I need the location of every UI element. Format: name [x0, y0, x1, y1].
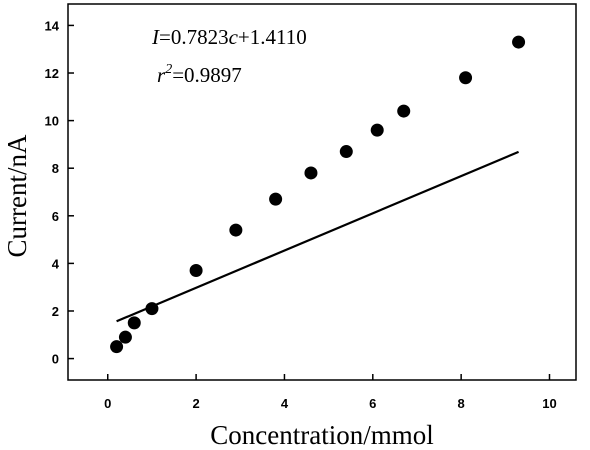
y-axis-ticks: 0 2 4 6 8 10 12 14 — [45, 18, 74, 367]
y-tick-label: 4 — [52, 256, 60, 271]
data-point — [269, 192, 283, 206]
r2-value: =0.9897 — [172, 63, 242, 87]
data-points — [110, 35, 526, 354]
x-axis-ticks: 0 2 4 6 8 10 — [104, 374, 557, 411]
x-tick-label: 0 — [104, 396, 111, 411]
y-tick-label: 12 — [45, 66, 59, 81]
x-tick-label: 10 — [542, 396, 556, 411]
data-point — [189, 264, 203, 278]
eq-mid: =0.7823 — [159, 25, 229, 49]
data-point — [304, 166, 318, 180]
data-point — [145, 302, 159, 316]
data-point — [110, 340, 124, 354]
y-tick-label: 0 — [52, 352, 59, 367]
x-tick-label: 2 — [192, 396, 199, 411]
data-point — [512, 35, 526, 49]
y-tick-label: 14 — [45, 18, 60, 33]
y-tick-label: 10 — [45, 114, 59, 129]
y-tick-label: 8 — [52, 161, 59, 176]
y-axis-title: Current/nA — [2, 134, 32, 257]
eq-var-i: I — [151, 25, 160, 49]
data-point — [459, 71, 473, 85]
r2-exp: 2 — [165, 62, 172, 77]
x-tick-label: 4 — [281, 396, 289, 411]
y-tick-label: 2 — [52, 304, 59, 319]
x-tick-label: 6 — [369, 396, 376, 411]
eq-tail: +1.4110 — [238, 25, 307, 49]
plot-frame — [67, 3, 577, 381]
x-tick-label: 8 — [458, 396, 465, 411]
x-axis-title: Concentration/mmol — [210, 420, 433, 450]
y-tick-label: 6 — [52, 209, 59, 224]
data-point — [339, 145, 353, 159]
data-point — [397, 104, 411, 118]
data-point — [370, 123, 384, 137]
data-point — [229, 223, 243, 237]
annotation-r-squared: r2=0.9897 — [157, 62, 242, 87]
data-point — [118, 330, 132, 344]
fit-line — [116, 150, 520, 323]
annotation-equation: I=0.7823c+1.4110 — [151, 25, 307, 49]
r2-var-r: r — [157, 63, 166, 87]
eq-var-c: c — [229, 25, 239, 49]
data-point — [127, 316, 141, 330]
